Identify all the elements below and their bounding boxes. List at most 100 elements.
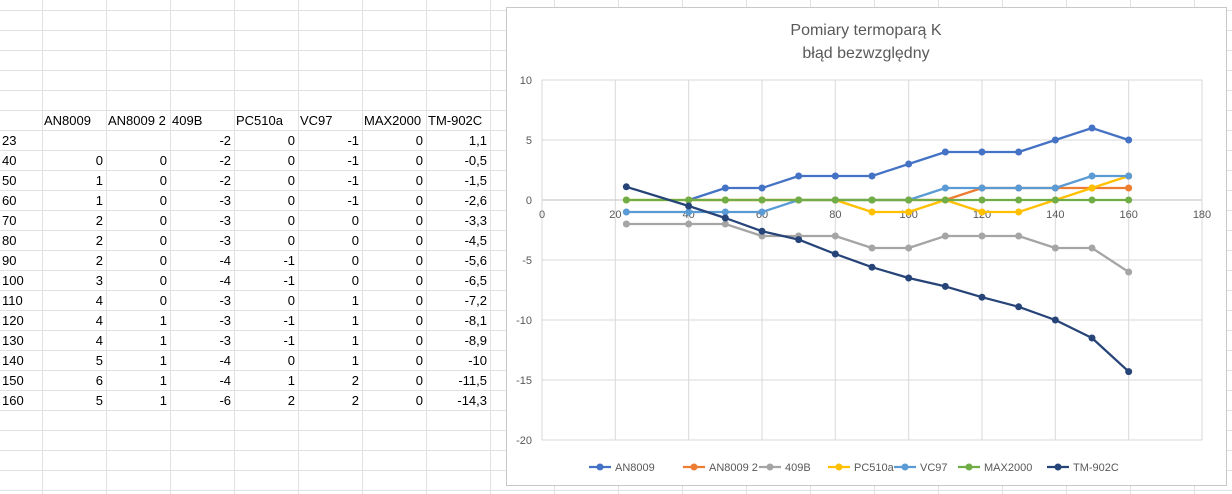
- data-cell[interactable]: 1: [159, 393, 167, 408]
- column-header-cell[interactable]: PC510a: [236, 113, 283, 128]
- data-cell[interactable]: -11,5: [458, 373, 487, 388]
- data-cell[interactable]: 0: [287, 153, 295, 168]
- data-cell[interactable]: -3: [219, 313, 231, 328]
- data-cell[interactable]: -1: [347, 193, 359, 208]
- data-cell[interactable]: -2: [219, 173, 231, 188]
- data-cell[interactable]: 0: [159, 233, 167, 248]
- data-cell[interactable]: -4: [219, 253, 231, 268]
- data-cell[interactable]: 4: [95, 333, 103, 348]
- data-cell[interactable]: 0: [415, 233, 423, 248]
- data-cell[interactable]: 0: [287, 233, 295, 248]
- data-cell[interactable]: -2: [219, 153, 231, 168]
- data-cell[interactable]: 1: [159, 333, 167, 348]
- data-cell[interactable]: 0: [415, 253, 423, 268]
- data-cell[interactable]: -6,5: [464, 273, 487, 288]
- data-cell[interactable]: 0: [415, 153, 423, 168]
- data-cell[interactable]: 0: [415, 373, 423, 388]
- row-label-cell[interactable]: 140: [2, 353, 24, 368]
- data-cell[interactable]: -4: [219, 353, 231, 368]
- data-cell[interactable]: 0: [159, 173, 167, 188]
- row-label-cell[interactable]: 130: [2, 333, 24, 348]
- data-cell[interactable]: 1: [159, 373, 167, 388]
- data-cell[interactable]: [42, 131, 103, 151]
- data-cell[interactable]: -4: [219, 373, 231, 388]
- data-cell[interactable]: 0: [159, 273, 167, 288]
- data-cell[interactable]: 0: [159, 153, 167, 168]
- row-label-cell[interactable]: 60: [2, 193, 17, 208]
- data-cell[interactable]: -7,2: [464, 293, 487, 308]
- data-cell[interactable]: 0: [159, 293, 167, 308]
- data-cell[interactable]: 0: [287, 173, 295, 188]
- data-cell[interactable]: 0: [415, 173, 423, 188]
- data-cell[interactable]: 0: [351, 233, 359, 248]
- row-label-cell[interactable]: 160: [2, 393, 24, 408]
- row-label-cell[interactable]: 23: [2, 133, 17, 148]
- data-cell[interactable]: 2: [95, 233, 103, 248]
- row-label-cell[interactable]: 150: [2, 373, 24, 388]
- data-cell[interactable]: -2: [219, 133, 231, 148]
- data-cell[interactable]: -1: [283, 273, 295, 288]
- data-cell[interactable]: 0: [95, 153, 103, 168]
- column-header-cell[interactable]: VC97: [300, 113, 333, 128]
- row-label-cell[interactable]: 90: [2, 253, 17, 268]
- data-cell[interactable]: -3: [219, 233, 231, 248]
- data-cell[interactable]: 1: [351, 293, 359, 308]
- data-cell[interactable]: 1: [95, 193, 103, 208]
- line-chart[interactable]: Pomiary termoparą K błąd bezwzględny 10 5…: [506, 7, 1227, 486]
- data-cell[interactable]: 0: [287, 193, 295, 208]
- data-cell[interactable]: 2: [287, 393, 295, 408]
- data-cell[interactable]: 1: [159, 353, 167, 368]
- data-cell[interactable]: -4: [219, 273, 231, 288]
- column-header-cell[interactable]: AN8009: [44, 113, 91, 128]
- data-cell[interactable]: 0: [287, 213, 295, 228]
- data-cell[interactable]: -3: [219, 293, 231, 308]
- data-cell[interactable]: 5: [95, 393, 103, 408]
- data-cell[interactable]: 0: [415, 193, 423, 208]
- data-cell[interactable]: 0: [351, 273, 359, 288]
- row-label-cell[interactable]: 80: [2, 233, 17, 248]
- data-cell[interactable]: -2,6: [464, 193, 487, 208]
- data-cell[interactable]: -4,5: [464, 233, 487, 248]
- data-cell[interactable]: 0: [159, 253, 167, 268]
- data-cell[interactable]: 0: [415, 213, 423, 228]
- data-cell[interactable]: 0: [159, 213, 167, 228]
- row-label-cell[interactable]: 120: [2, 313, 24, 328]
- data-cell[interactable]: -5,6: [464, 253, 487, 268]
- data-cell[interactable]: 0: [415, 313, 423, 328]
- data-cell[interactable]: 1: [351, 313, 359, 328]
- data-cell[interactable]: -1,5: [464, 173, 487, 188]
- data-cell[interactable]: 4: [95, 313, 103, 328]
- data-cell[interactable]: 0: [287, 133, 295, 148]
- data-cell[interactable]: -3: [219, 193, 231, 208]
- data-cell[interactable]: 2: [95, 213, 103, 228]
- data-cell[interactable]: -1: [283, 253, 295, 268]
- data-cell[interactable]: -6: [219, 393, 231, 408]
- data-cell[interactable]: 1: [159, 313, 167, 328]
- data-cell[interactable]: -3,3: [464, 213, 487, 228]
- data-cell[interactable]: 0: [351, 213, 359, 228]
- data-cell[interactable]: -1: [347, 173, 359, 188]
- data-cell[interactable]: 5: [95, 353, 103, 368]
- row-label-cell[interactable]: 70: [2, 213, 17, 228]
- data-cell[interactable]: 3: [95, 273, 103, 288]
- data-cell[interactable]: -0,5: [464, 153, 487, 168]
- data-cell[interactable]: 0: [415, 333, 423, 348]
- data-cell[interactable]: 1: [95, 173, 103, 188]
- row-label-cell[interactable]: 100: [2, 273, 24, 288]
- data-cell[interactable]: 1,1: [468, 133, 487, 148]
- data-cell[interactable]: 1: [351, 333, 359, 348]
- data-cell[interactable]: -1: [347, 153, 359, 168]
- data-cell[interactable]: 1: [287, 373, 295, 388]
- data-cell[interactable]: -1: [283, 313, 295, 328]
- data-cell[interactable]: 0: [415, 393, 423, 408]
- column-header-cell[interactable]: TM-902C: [428, 113, 483, 128]
- data-cell[interactable]: 1: [351, 353, 359, 368]
- data-cell[interactable]: 0: [415, 273, 423, 288]
- data-cell[interactable]: -14,3: [457, 393, 487, 408]
- data-cell[interactable]: 0: [287, 293, 295, 308]
- data-cell[interactable]: 2: [95, 253, 103, 268]
- data-cell[interactable]: 0: [415, 293, 423, 308]
- data-cell[interactable]: 6: [95, 373, 103, 388]
- data-cell[interactable]: 0: [415, 133, 423, 148]
- data-cell[interactable]: 2: [351, 393, 359, 408]
